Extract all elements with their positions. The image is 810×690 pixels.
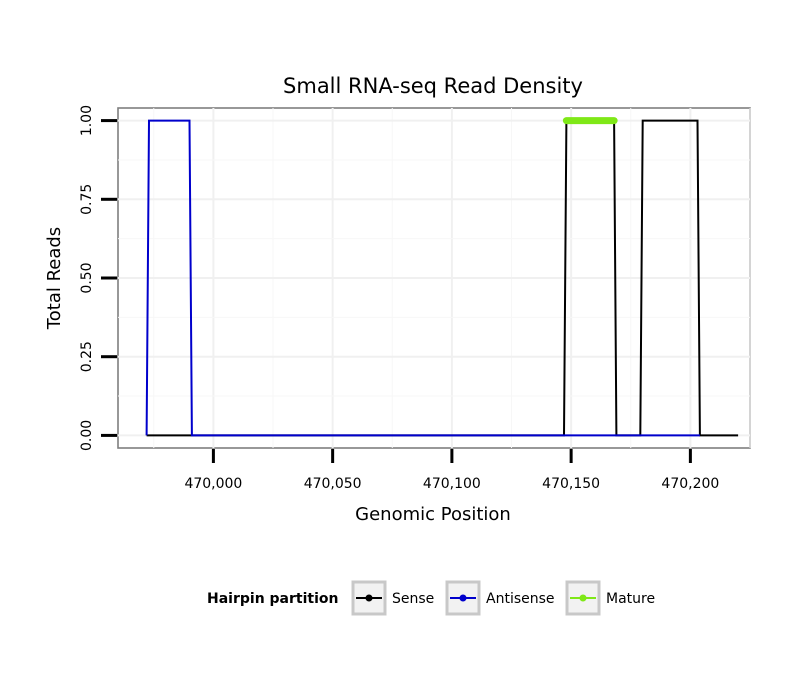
y-axis-label: Total Reads [44,227,65,330]
legend-label-antisense: Antisense [486,591,555,607]
y-tick-label: 0.00 [79,420,95,451]
legend: Hairpin partition Sense Antisense Mature [207,580,655,616]
series-lines [145,117,739,437]
x-axis: 470,000 470,050 470,100 470,150 470,200 [184,449,719,492]
legend-point-mature [579,594,587,602]
legend-point-sense [365,594,373,602]
x-tick-label: 470,000 [184,476,242,492]
y-tick-label: 1.00 [79,105,95,136]
legend-label-mature: Mature [606,591,655,607]
series-line-antisense [145,119,700,437]
legend-title: Hairpin partition [207,591,338,607]
x-axis-label: Genomic Position [355,504,511,525]
x-tick-label: 470,200 [661,476,719,492]
x-tick-label: 470,100 [423,476,481,492]
grid-lines [118,108,751,448]
y-tick-label: 0.25 [79,341,95,372]
y-axis: 0.00 0.25 0.50 0.75 1.00 [79,105,117,451]
legend-label-sense: Sense [392,591,434,607]
chart-title: Small RNA-seq Read Density [283,74,583,98]
legend-items: Sense Antisense Mature [351,580,655,616]
x-tick-label: 470,050 [304,476,362,492]
y-tick-label: 0.75 [79,184,95,215]
x-tick-label: 470,150 [542,476,600,492]
y-tick-label: 0.50 [79,262,95,293]
legend-point-antisense [459,594,467,602]
